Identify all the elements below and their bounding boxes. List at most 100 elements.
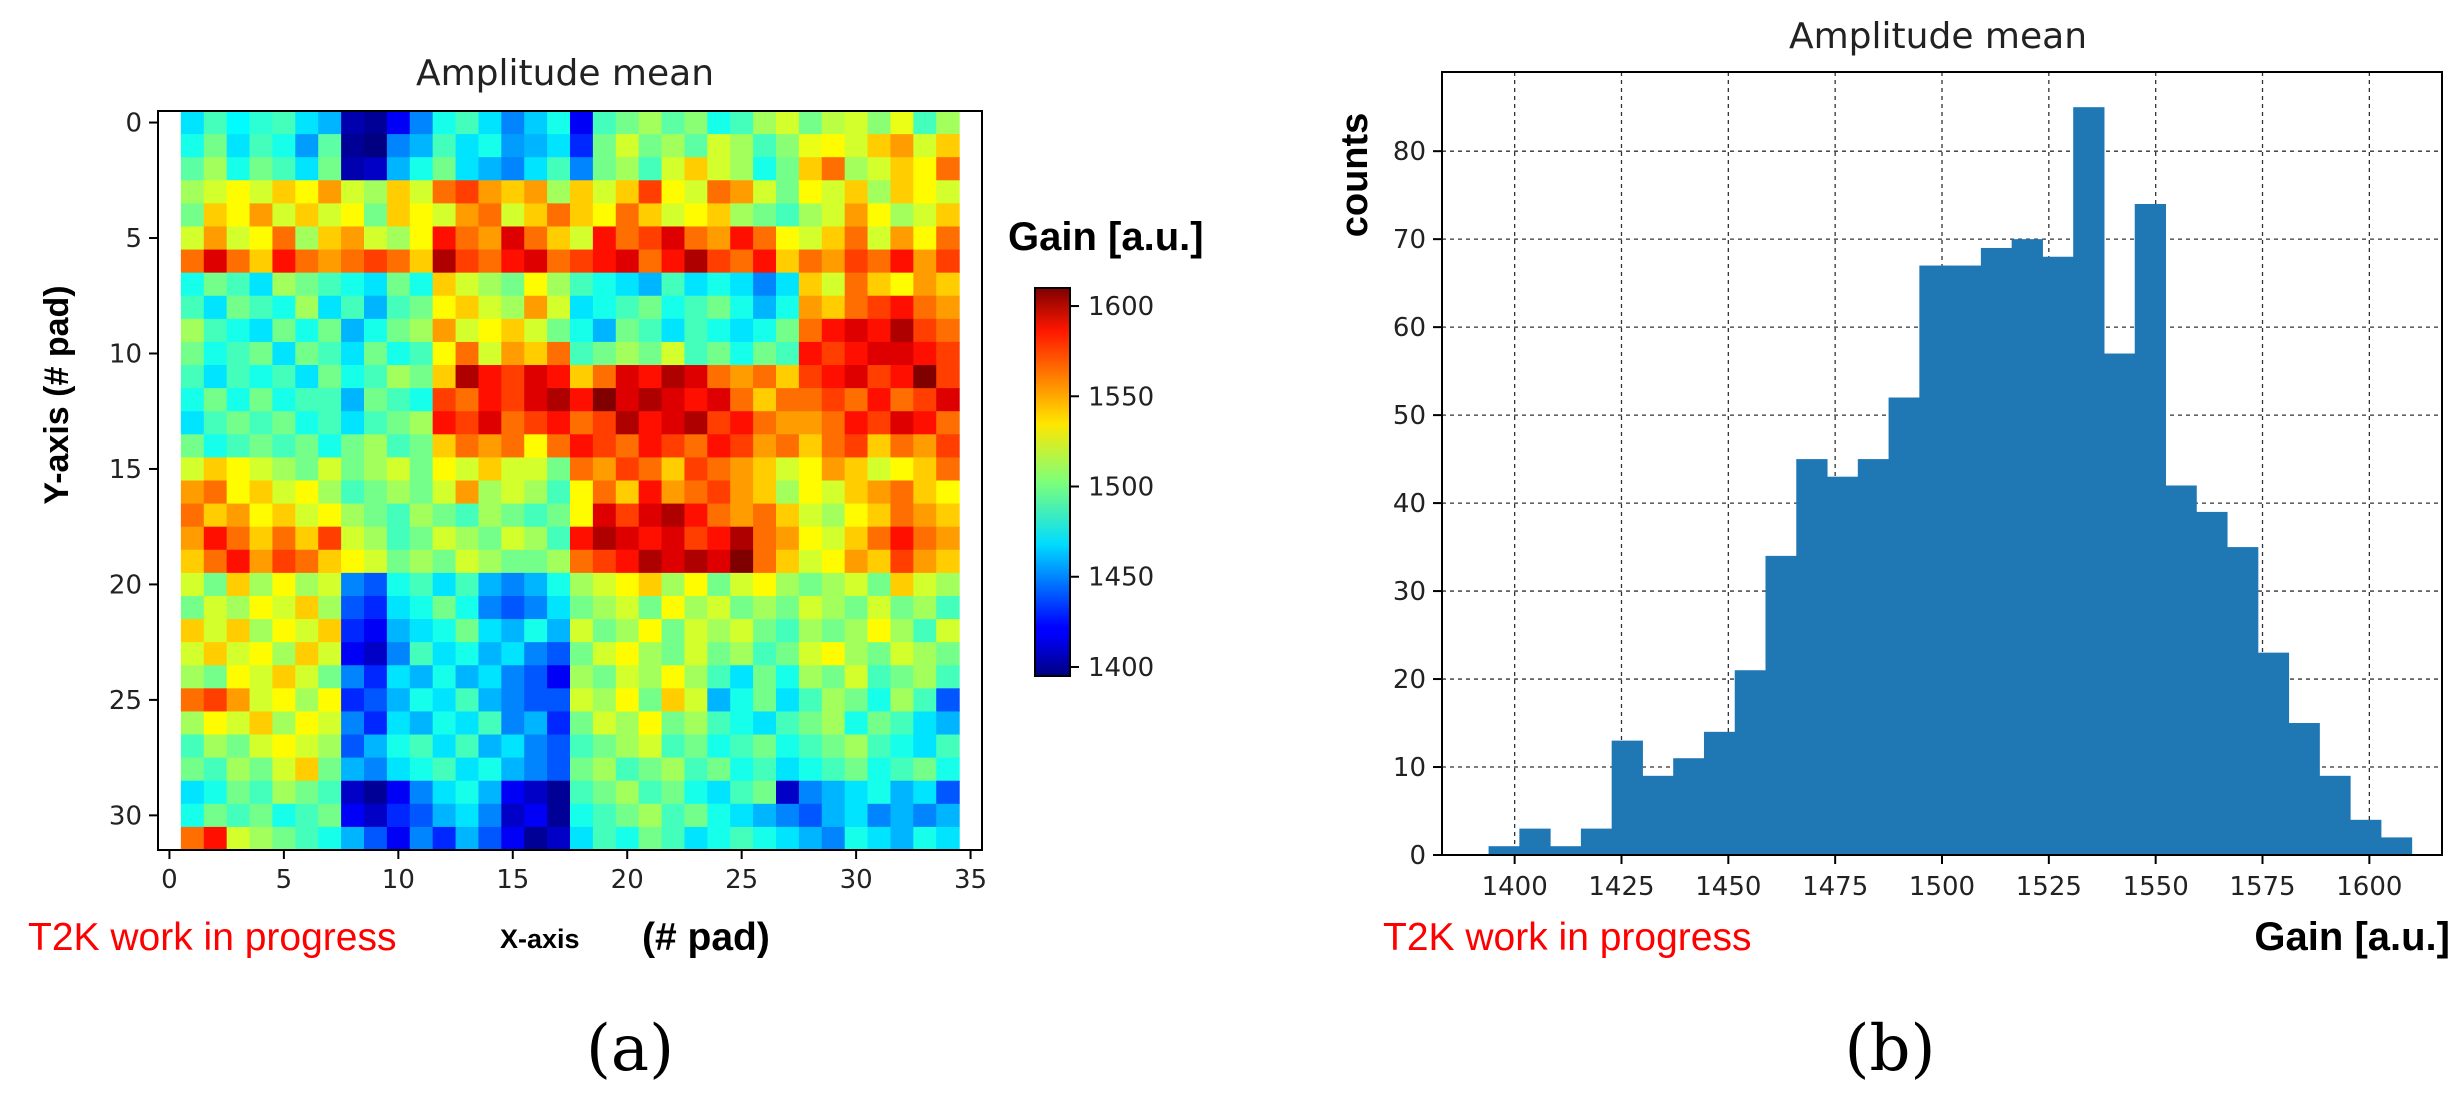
heatmap-cell	[455, 734, 480, 759]
heatmap-cell	[386, 388, 411, 412]
heatmap-cell	[318, 295, 342, 320]
heatmap-cell	[203, 388, 228, 412]
heatmap-cell	[753, 434, 777, 458]
heatmap-cell	[661, 734, 686, 759]
heatmap-cell	[272, 549, 296, 574]
heatmap-cell	[180, 734, 205, 759]
heatmap-cell	[867, 249, 892, 274]
colorbar-title: Gain [a.u.]	[1008, 215, 1204, 259]
heatmap-cell	[730, 318, 754, 343]
heatmap-cell	[798, 803, 823, 828]
heatmap-cell	[638, 318, 663, 343]
heatmap-cell	[501, 711, 525, 736]
heatmap-cell	[180, 249, 205, 274]
heatmap-cell	[913, 711, 937, 736]
heatmap-cell	[844, 503, 869, 528]
heatmap-cell	[203, 526, 228, 551]
heatmap-cell	[638, 272, 663, 297]
heatmap-cell	[798, 365, 823, 389]
heatmap-cell	[753, 226, 777, 251]
heatmap-cell	[180, 826, 205, 851]
heatmap-cell	[432, 157, 457, 181]
heatmap-cell	[318, 665, 342, 689]
heatmap-cell	[501, 203, 525, 228]
histogram-bar	[2380, 837, 2413, 855]
heatmap-cell	[661, 619, 686, 643]
heatmap-cell	[753, 826, 777, 851]
heatmap-cell	[249, 457, 274, 482]
heatmap-cell	[272, 734, 296, 759]
heatmap-cell	[707, 365, 731, 389]
heatmap-cell	[180, 803, 205, 828]
heatmap-cell	[249, 226, 274, 251]
heatmap-cell	[364, 249, 388, 274]
heatmap-cell	[844, 826, 869, 851]
histogram-bar	[1550, 846, 1582, 855]
histogram-bar	[1765, 555, 1797, 855]
heatmap-cell	[936, 526, 960, 551]
heatmap-cell	[478, 111, 502, 135]
heatmap-cell	[890, 111, 914, 135]
heatmap-cell	[203, 180, 228, 204]
heatmap-cell	[661, 526, 686, 551]
heatmap-cell	[798, 341, 823, 366]
heatmap-cell	[615, 642, 640, 666]
heatmap-cell	[821, 111, 846, 135]
heatmap-cell	[272, 688, 296, 713]
heatmap-cell	[386, 249, 411, 274]
heatmap-cell	[409, 526, 434, 551]
heatmap-cell	[501, 434, 525, 458]
heatmap-cell	[226, 272, 251, 297]
heatmap-cell	[638, 180, 663, 204]
heatmap-cell	[409, 272, 434, 297]
heatmap-cell	[821, 642, 846, 666]
heatmap-cell	[890, 226, 914, 251]
heatmap-cell	[684, 457, 708, 482]
heatmap-cell	[501, 341, 525, 366]
heatmap-cell	[730, 503, 754, 528]
heatmap-cell	[936, 388, 960, 412]
panel-b: Amplitude mean 1400 1425 1450 1475 1500 1525 1…	[1334, 16, 2450, 1086]
heatmap-cell	[753, 711, 777, 736]
heatmap-cell	[753, 411, 777, 435]
heatmap-cell	[180, 295, 205, 320]
heatmap-cell	[432, 734, 457, 759]
heatmap-cell	[684, 572, 708, 597]
heatmap-cell	[226, 619, 251, 643]
heatmap-cell	[821, 272, 846, 297]
histogram-bar	[2134, 203, 2167, 856]
heatmap-cell	[432, 480, 457, 505]
heatmap-cell	[913, 572, 937, 597]
heatmap-cell	[341, 457, 365, 482]
heatmap-cell	[707, 318, 731, 343]
heatmap-cell	[890, 249, 914, 274]
heatmap-x-label-unit: (# pad)	[642, 916, 770, 959]
heatmap-cell	[272, 642, 296, 666]
heatmap-cell	[890, 134, 914, 158]
histogram-bar	[2165, 485, 2197, 855]
heatmap-cell	[798, 203, 823, 228]
heatmap-cell	[707, 734, 731, 759]
heatmap-cell	[295, 803, 319, 828]
heatmap-cell	[776, 411, 800, 435]
heatmap-cell	[684, 388, 708, 412]
heatmap-cell	[364, 757, 388, 782]
heatmap-cell	[295, 203, 319, 228]
heatmap-cell	[409, 780, 434, 805]
heatmap-cell	[821, 134, 846, 158]
heatmap-cell	[272, 411, 296, 435]
heatmap-cell	[478, 642, 502, 666]
heatmap-cell	[570, 595, 594, 620]
heatmap-cell	[249, 272, 274, 297]
heatmap-cell	[730, 619, 754, 643]
heatmap-cell	[821, 480, 846, 505]
heatmap-cell	[821, 549, 846, 574]
heatmap-cell	[341, 434, 365, 458]
heatmap-cell	[776, 549, 800, 574]
heatmap-cell	[661, 249, 686, 274]
heatmap-cell	[890, 411, 914, 435]
heatmap-cell	[570, 203, 594, 228]
heatmap-cell	[524, 203, 548, 228]
heatmap-cell	[272, 180, 296, 204]
